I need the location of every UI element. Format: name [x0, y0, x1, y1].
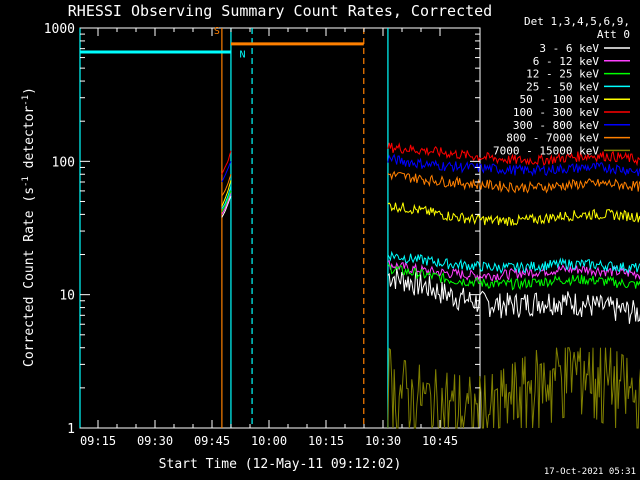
series-25-50-kev-line — [221, 186, 232, 210]
series-12-25-kev-line — [221, 190, 232, 212]
legend-header-1: Det 1,3,4,5,6,9, — [524, 15, 630, 28]
x-tick-label-4: 10:15 — [308, 434, 344, 448]
annotation-s: S — [214, 26, 220, 37]
legend-label-0: 3 - 6 keV — [539, 42, 599, 55]
annotations: SN — [214, 26, 246, 60]
legend-label-3: 25 - 50 keV — [526, 80, 599, 93]
chart-title: RHESSI Observing Summary Count Rates, Co… — [68, 2, 492, 20]
series-300-800-kev-line — [221, 161, 232, 183]
y-tick-label-2: 100 — [52, 155, 75, 170]
series-7000-15000-kev-line — [387, 347, 640, 429]
series-100-300-kev-line — [221, 150, 232, 175]
legend-label-4: 50 - 100 keV — [520, 93, 600, 106]
legend-label-1: 6 - 12 keV — [533, 55, 600, 68]
series-lines — [221, 142, 640, 429]
x-tick-label-5: 10:30 — [365, 434, 401, 448]
y-axis-label-main: Corrected Count Rate (s — [22, 187, 37, 367]
legend-label-5: 100 - 300 keV — [513, 106, 599, 119]
x-axis: 09:15 09:30 09:45 10:00 10:15 10:30 10:45 — [80, 28, 458, 448]
x-tick-label-1: 09:30 — [137, 434, 173, 448]
legend-label-2: 12 - 25 keV — [526, 68, 599, 81]
footer-timestamp: 17-Oct-2021 05:31 — [544, 467, 636, 477]
y-axis: 1 10 100 1000 — [44, 22, 480, 437]
y-axis-label-end: ) — [22, 87, 37, 95]
y-axis-label: Corrected Count Rate (s-1 detector-1) — [21, 87, 37, 367]
x-axis-label: Start Time (12-May-11 09:12:02) — [159, 457, 402, 472]
x-tick-label-6: 10:45 — [422, 434, 458, 448]
x-tick-label-3: 10:00 — [251, 434, 287, 448]
series-800-7000-kev-line — [387, 170, 640, 194]
y-axis-label-sup1: -1 — [21, 176, 31, 187]
series-3-6-kev-line — [221, 195, 232, 218]
y-tick-label-3: 1000 — [44, 22, 75, 37]
legend-label-8: 7000 - 15000 keV — [493, 144, 599, 157]
series-25-50-kev-line — [387, 250, 640, 275]
y-axis-label-sup2: -1 — [21, 95, 31, 106]
x-tick-label-0: 09:15 — [80, 434, 116, 448]
series-800-7000-kev-line — [221, 174, 232, 197]
series-6-12-kev-line — [387, 259, 640, 282]
y-tick-label-0: 1 — [67, 422, 75, 437]
annotation-n: N — [240, 50, 246, 61]
series-3-6-kev-line — [387, 268, 640, 324]
legend-header-2: Att 0 — [597, 28, 630, 41]
vertical-markers — [79, 28, 389, 428]
y-tick-label-1: 10 — [59, 289, 75, 304]
legend-label-6: 300 - 800 keV — [513, 119, 599, 132]
series-50-100-kev-line — [221, 180, 232, 207]
flag-bars — [80, 42, 364, 54]
y-axis-label-mid: detector — [22, 106, 37, 177]
x-tick-label-2: 09:45 — [194, 434, 230, 448]
legend-label-7: 800 - 7000 keV — [506, 132, 599, 145]
series-50-100-kev-line — [387, 202, 640, 226]
series-6-12-kev-line — [221, 192, 232, 215]
